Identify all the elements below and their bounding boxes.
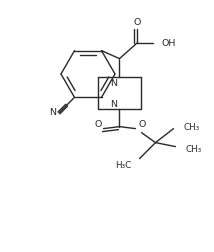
Text: OH: OH [162, 39, 176, 48]
Text: CH₃: CH₃ [183, 123, 200, 132]
Text: N: N [110, 78, 117, 87]
Text: O: O [94, 119, 101, 128]
Text: H₃C: H₃C [115, 161, 131, 169]
Text: CH₃: CH₃ [186, 145, 202, 153]
Text: O: O [138, 119, 146, 128]
Text: N: N [49, 108, 56, 117]
Text: N: N [110, 99, 117, 108]
Text: O: O [134, 18, 141, 26]
